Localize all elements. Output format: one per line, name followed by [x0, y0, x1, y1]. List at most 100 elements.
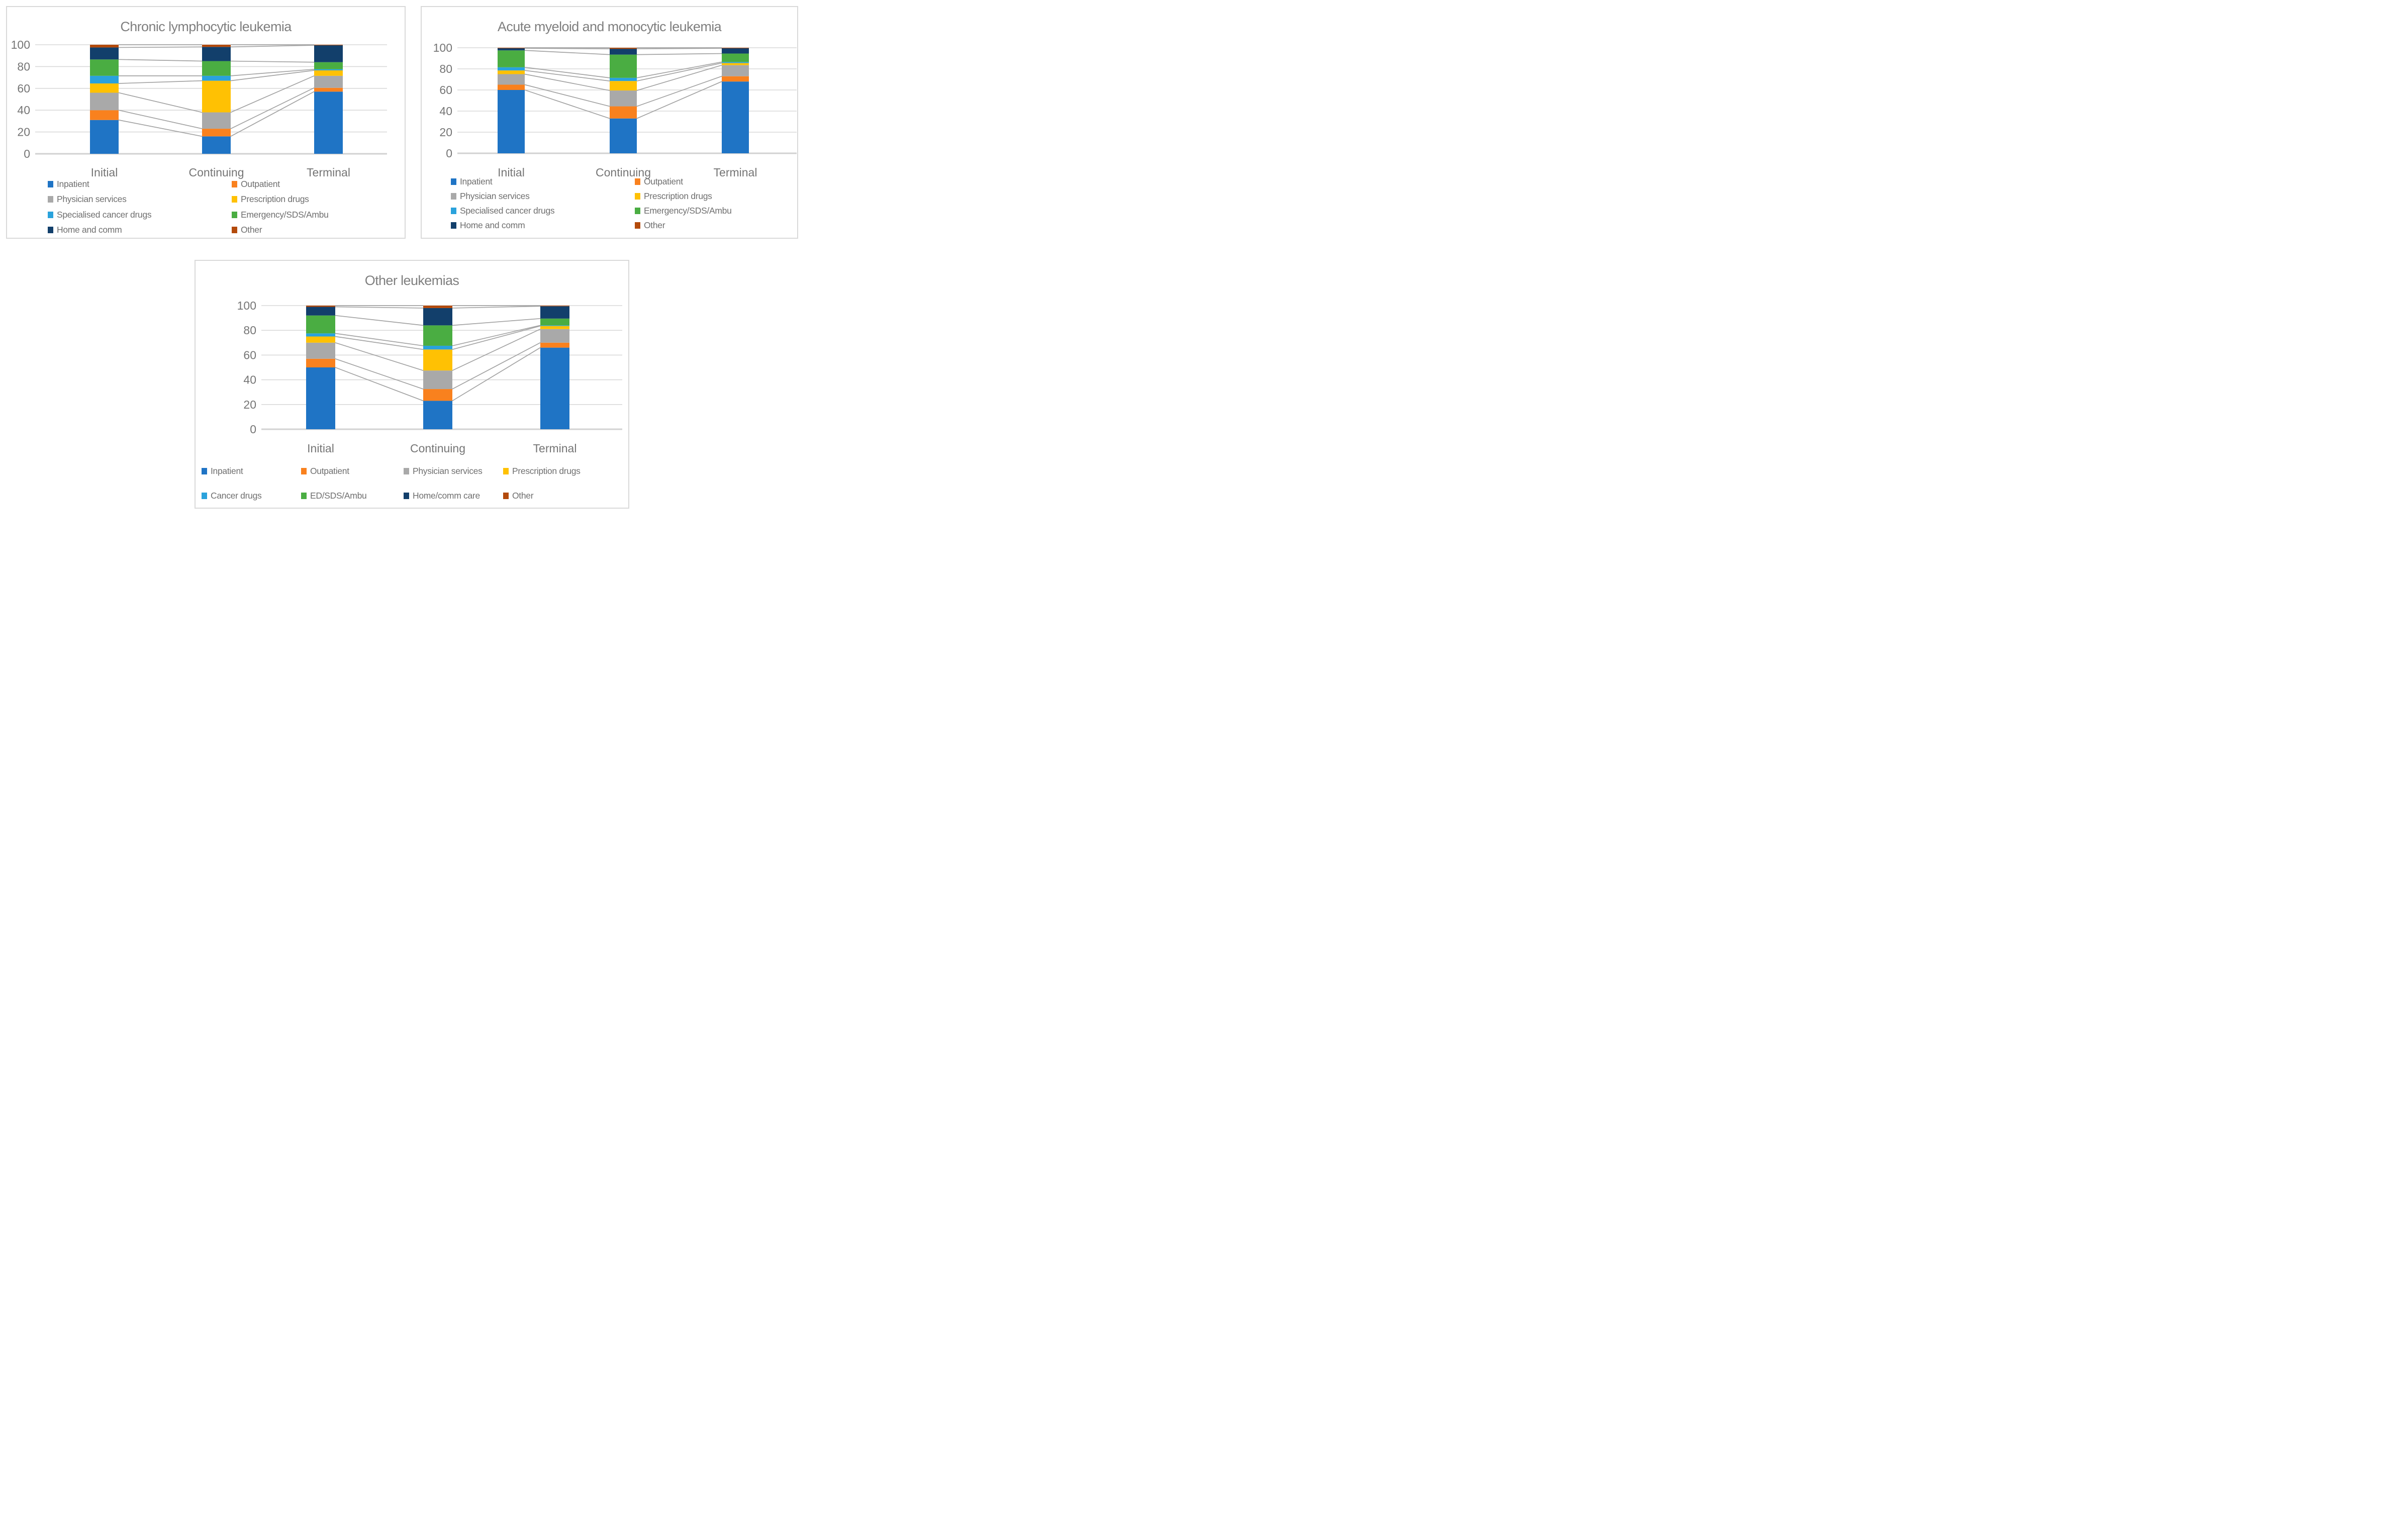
- legend-swatch-icon: [635, 222, 640, 229]
- bar-segment: [314, 69, 343, 70]
- legend-swatch-icon: [635, 207, 640, 214]
- bar-segment: [423, 325, 452, 346]
- bar-segment: [722, 62, 749, 63]
- legend-item: Home and comm: [48, 224, 122, 235]
- legend-item: Inpatient: [451, 176, 493, 187]
- legend-item: Specialised cancer drugs: [48, 209, 152, 220]
- y-tick-label: 80: [243, 324, 256, 337]
- y-tick-label: 80: [439, 62, 452, 75]
- bar-segment: [314, 91, 343, 154]
- legend-label: Inpatient: [460, 176, 493, 186]
- connector-line: [524, 89, 610, 119]
- bar-segment: [314, 75, 343, 88]
- connector-line: [524, 73, 610, 91]
- legend-swatch-icon: [451, 178, 456, 185]
- bar-segment: [314, 70, 343, 76]
- category-label: Terminal: [533, 442, 577, 455]
- bar-segment: [540, 326, 569, 329]
- category-label: Continuing: [596, 166, 651, 179]
- legend-label: Home/comm care: [413, 490, 480, 501]
- bar-segment: [202, 75, 231, 81]
- connector-line: [230, 60, 315, 63]
- y-axis-labels: 0 20 40 60 80 100: [11, 38, 30, 160]
- legend-label: Prescription drugs: [241, 194, 309, 204]
- legend-label: Other: [644, 220, 665, 230]
- chart-legend: Inpatient Outpatient Physician services Pre…: [196, 261, 628, 508]
- legend-item: Emergency/SDS/Ambu: [232, 209, 329, 220]
- bar-segment: [423, 389, 452, 401]
- connector-line: [524, 67, 610, 78]
- connector-line: [452, 325, 541, 346]
- bar-segment: [423, 308, 452, 326]
- legend-label: Specialised cancer drugs: [460, 205, 555, 216]
- connector-line: [524, 70, 610, 81]
- category-label: Initial: [91, 166, 118, 179]
- chart-title: Chronic lymphocytic leukemia: [120, 19, 292, 34]
- legend-label: Outpatient: [310, 465, 349, 476]
- legend-item: Home/comm care: [404, 490, 480, 501]
- legend-label: Other: [512, 490, 534, 501]
- x-axis-labels: Initial Continuing Terminal: [498, 166, 757, 179]
- bar-segment: [423, 401, 452, 429]
- legend-label: Cancer drugs: [211, 490, 262, 501]
- connector-line: [524, 84, 610, 107]
- bar-segment: [90, 110, 119, 120]
- legend-item: Prescription drugs: [635, 190, 712, 202]
- bar-segment: [540, 318, 569, 326]
- connector-line: [335, 336, 424, 350]
- connector-line: [335, 358, 424, 390]
- chart-panel-other-leukemias: Other leukemias 0 20 40 60 80 100 Initial Conti…: [195, 260, 629, 509]
- bar-segment: [90, 83, 119, 93]
- bar-segment: [498, 74, 525, 85]
- chart-plot: 0 20 40 60 80 100 Initial Continuing Terminal: [433, 41, 797, 179]
- legend-item: Other: [635, 220, 665, 231]
- connector-line: [452, 325, 541, 350]
- connector-line: [230, 70, 315, 81]
- bar-segment: [306, 358, 335, 367]
- figure-canvas: Chronic lymphocytic leukemia 0 20 40 60 80 10…: [0, 0, 800, 513]
- y-tick-label: 0: [24, 147, 30, 160]
- connector-line: [230, 75, 315, 113]
- bars: [90, 45, 343, 154]
- legend-label: Outpatient: [644, 176, 683, 186]
- category-label: Initial: [498, 166, 525, 179]
- legend-item: Emergency/SDS/Ambu: [635, 205, 732, 216]
- category-label: Initial: [307, 442, 334, 455]
- chart-title: Acute myeloid and monocytic leukemia: [497, 19, 722, 34]
- bar-segment: [90, 47, 119, 60]
- bar-segment: [202, 45, 231, 47]
- bar-segment: [90, 45, 119, 48]
- legend-item: Physician services: [48, 194, 127, 205]
- bar-segment: [610, 118, 637, 153]
- connector-line: [230, 68, 315, 76]
- bar-segment: [314, 62, 343, 69]
- legend-label: ED/SDS/Ambu: [310, 490, 367, 501]
- y-tick-label: 0: [446, 147, 452, 160]
- bar-segment: [722, 81, 749, 153]
- connector-line: [230, 87, 315, 129]
- legend-item: Outpatient: [232, 178, 280, 189]
- bar-segment: [306, 315, 335, 334]
- chart-title: Other leukemias: [364, 273, 459, 288]
- legend-label: Prescription drugs: [512, 465, 581, 476]
- connector-line: [524, 48, 610, 49]
- legend-item: Prescription drugs: [232, 194, 309, 205]
- bar-segment: [306, 306, 335, 307]
- series-connector-lines: [118, 44, 315, 137]
- connector-line: [636, 61, 722, 78]
- y-tick-label: 40: [439, 105, 452, 118]
- bar-segment: [90, 92, 119, 111]
- connector-line: [636, 64, 722, 91]
- bar-segment: [498, 84, 525, 90]
- bar-segment: [202, 136, 231, 154]
- bar-segment: [423, 306, 452, 308]
- connector-line: [636, 48, 722, 49]
- connector-line: [636, 53, 722, 55]
- legend-item: Physician services: [404, 465, 483, 476]
- bar-segment: [540, 325, 569, 326]
- bar-segment: [540, 329, 569, 343]
- chart-plot: 0 20 40 60 80 100 Initial Continuing Terminal: [11, 38, 387, 179]
- legend-swatch-icon: [635, 178, 640, 185]
- bars: [306, 306, 569, 429]
- bar-segment: [202, 61, 231, 76]
